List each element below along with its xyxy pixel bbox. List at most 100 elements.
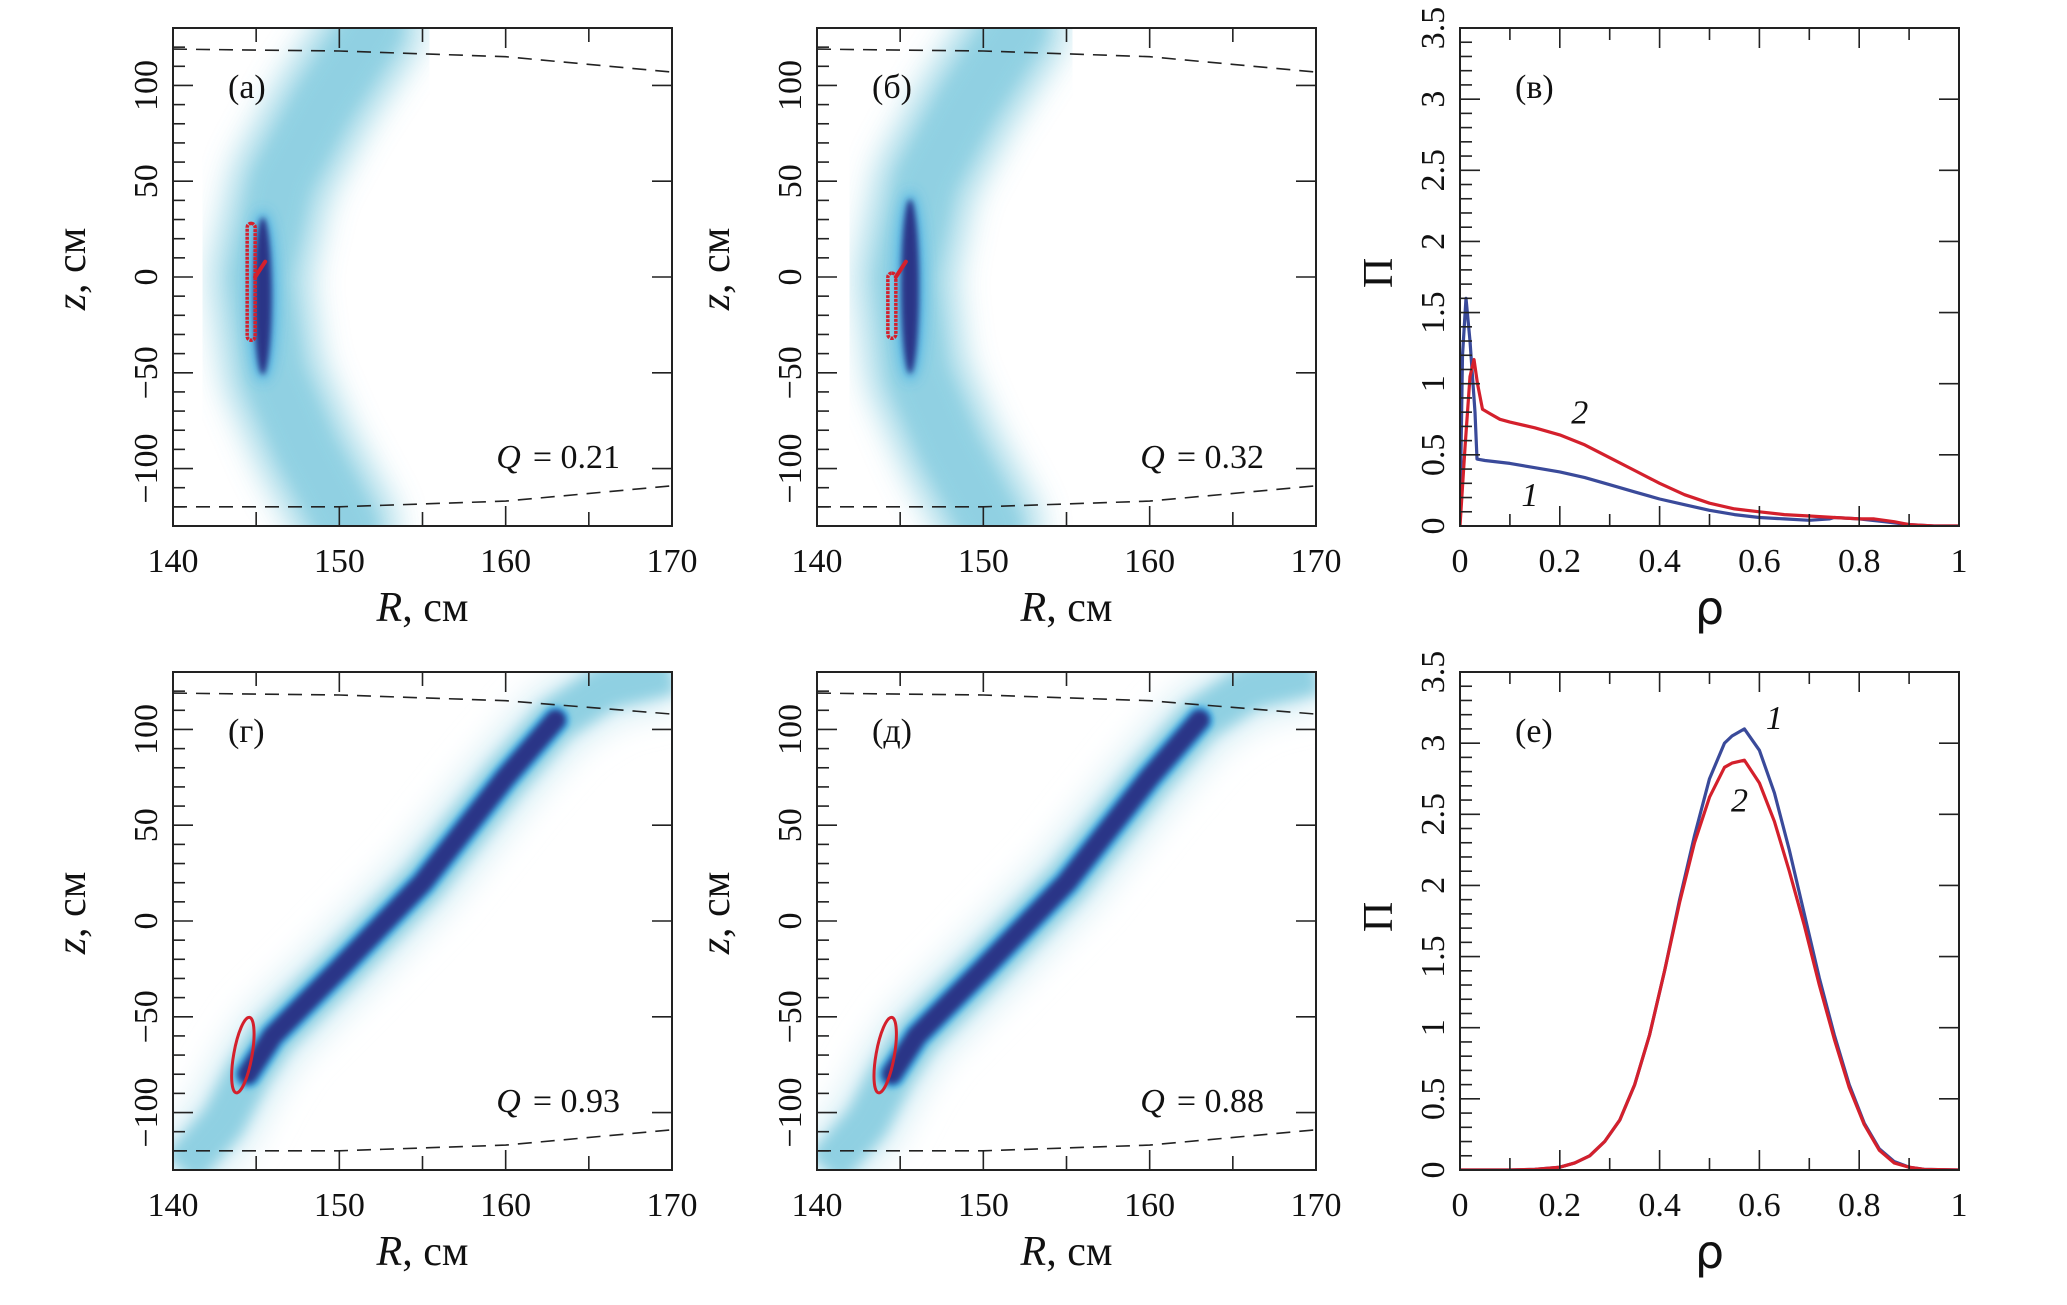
x-axis-unit: , см — [1046, 585, 1112, 631]
boundary-bottom-dashed-line — [817, 485, 1316, 508]
curve-label: 2 — [1571, 395, 1588, 432]
x-axis-label: ρ — [1695, 581, 1724, 635]
y-axis-symbol: z — [693, 294, 739, 311]
x-tick-label: 0 — [1452, 543, 1469, 580]
y-tick-label: 50 — [128, 808, 165, 842]
y-tick-label: 0.5 — [1415, 434, 1452, 477]
x-axis-unit: , см — [402, 585, 468, 631]
x-tick-label: 160 — [480, 543, 531, 580]
x-axis-label: R, см — [376, 1229, 469, 1275]
panel-label: (е) — [1515, 713, 1553, 750]
y-axis-label: z, см — [49, 228, 95, 312]
y-axis-label: z, см — [49, 872, 95, 956]
y-axis-label: z, см — [693, 872, 739, 956]
panel-e: 1 2 0 0.2 0.4 0.6 0.8 1 0 0.5 1 1.5 2 2.5 3 3.5 ρ П (е) — [1356, 651, 1968, 1279]
plot-frame — [1459, 671, 1960, 1171]
x-axis-symbol: R — [1020, 585, 1047, 631]
q-symbol: Q — [1140, 439, 1165, 476]
y-tick-label: 2 — [1415, 877, 1452, 894]
x-tick-label: 140 — [148, 543, 199, 580]
launch-contour-tail — [253, 259, 268, 279]
y-axis-label: П — [1356, 258, 1402, 288]
boundary-top-dashed-line — [817, 692, 1316, 715]
y-tick-label: 2.5 — [1415, 149, 1452, 192]
launch-contour-tail — [893, 259, 908, 279]
series-2-line — [1460, 758, 1959, 1170]
y-tick-label: 1 — [1415, 375, 1452, 392]
y-tick-label: 50 — [772, 808, 809, 842]
y-tick-label: 1.5 — [1415, 935, 1452, 978]
y-tick-label: 50 — [128, 164, 165, 198]
x-tick-label: 0.4 — [1638, 1187, 1681, 1224]
y-tick-label: 2 — [1415, 233, 1452, 250]
x-tick-label: 150 — [958, 543, 1009, 580]
y-tick-label: 100 — [772, 704, 809, 755]
boundary-top-dashed-line — [817, 48, 1316, 73]
beam-core — [881, 709, 1210, 1085]
q-value: = 0.32 — [1177, 439, 1264, 476]
y-axis-unit: , см — [49, 872, 95, 938]
y-tick-label: 0 — [1415, 1162, 1452, 1179]
x-tick-label: 0.6 — [1738, 543, 1781, 580]
heatmap — [817, 28, 1316, 526]
x-axis-symbol: R — [376, 585, 403, 631]
y-tick-label: 1 — [1415, 1019, 1452, 1036]
q-symbol: Q — [496, 439, 521, 476]
y-tick-label: −50 — [772, 990, 809, 1043]
x-tick-label: 0.2 — [1539, 543, 1582, 580]
beam-core — [253, 217, 272, 375]
x-tick-label: 0.8 — [1838, 1187, 1881, 1224]
launch-contour — [872, 1015, 898, 1095]
q-value: = 0.88 — [1177, 1083, 1264, 1120]
panel-label: (д) — [872, 713, 912, 750]
q-symbol: Q — [1140, 1083, 1165, 1120]
plot-frame — [816, 27, 1317, 527]
beam-core — [901, 199, 920, 375]
plot-frame — [172, 27, 673, 527]
x-axis-unit: , см — [402, 1229, 468, 1275]
x-axis-label: R, см — [1020, 1229, 1113, 1275]
x-tick-label: 170 — [647, 1187, 698, 1224]
y-tick-label: 3 — [1415, 735, 1452, 752]
y-axis-unit: , см — [693, 228, 739, 294]
x-tick-label: 160 — [1124, 1187, 1175, 1224]
x-tick-label: 140 — [148, 1187, 199, 1224]
x-tick-label: 150 — [314, 543, 365, 580]
y-tick-label: −100 — [128, 433, 165, 503]
y-tick-label: 2.5 — [1415, 793, 1452, 836]
plot-area — [1460, 296, 1959, 526]
boundary-bottom-dashed-line — [817, 1129, 1316, 1152]
q-value-annotation: Q = 0.21 — [496, 439, 620, 476]
heatmap — [173, 672, 672, 1170]
x-tick-label: 160 — [1124, 543, 1175, 580]
y-tick-label: 0 — [128, 913, 165, 930]
y-tick-label: 100 — [128, 60, 165, 111]
boundary-bottom-dashed-line — [173, 1129, 672, 1152]
curve-label: 1 — [1766, 700, 1783, 737]
curve-label: 1 — [1521, 477, 1538, 514]
x-tick-label: 170 — [1291, 1187, 1342, 1224]
y-tick-label: 3.5 — [1415, 7, 1452, 50]
y-tick-label: 3.5 — [1415, 651, 1452, 694]
y-tick-label: 0.5 — [1415, 1078, 1452, 1121]
y-axis-label: П — [1356, 902, 1402, 932]
q-symbol: Q — [496, 1083, 521, 1120]
x-tick-label: 1 — [1951, 1187, 1968, 1224]
launch-contour — [230, 1015, 256, 1095]
q-value-annotation: Q = 0.93 — [496, 1083, 620, 1120]
x-tick-label: 150 — [958, 1187, 1009, 1224]
q-value-annotation: Q = 0.32 — [1140, 439, 1264, 476]
y-axis-unit: , см — [693, 872, 739, 938]
x-tick-label: 150 — [314, 1187, 365, 1224]
panel-label: (в) — [1515, 69, 1554, 106]
y-tick-label: 50 — [772, 164, 809, 198]
q-value-annotation: Q = 0.88 — [1140, 1083, 1264, 1120]
x-tick-label: 140 — [792, 1187, 843, 1224]
boundary-top-dashed-line — [173, 48, 672, 73]
launch-contour — [886, 271, 898, 341]
